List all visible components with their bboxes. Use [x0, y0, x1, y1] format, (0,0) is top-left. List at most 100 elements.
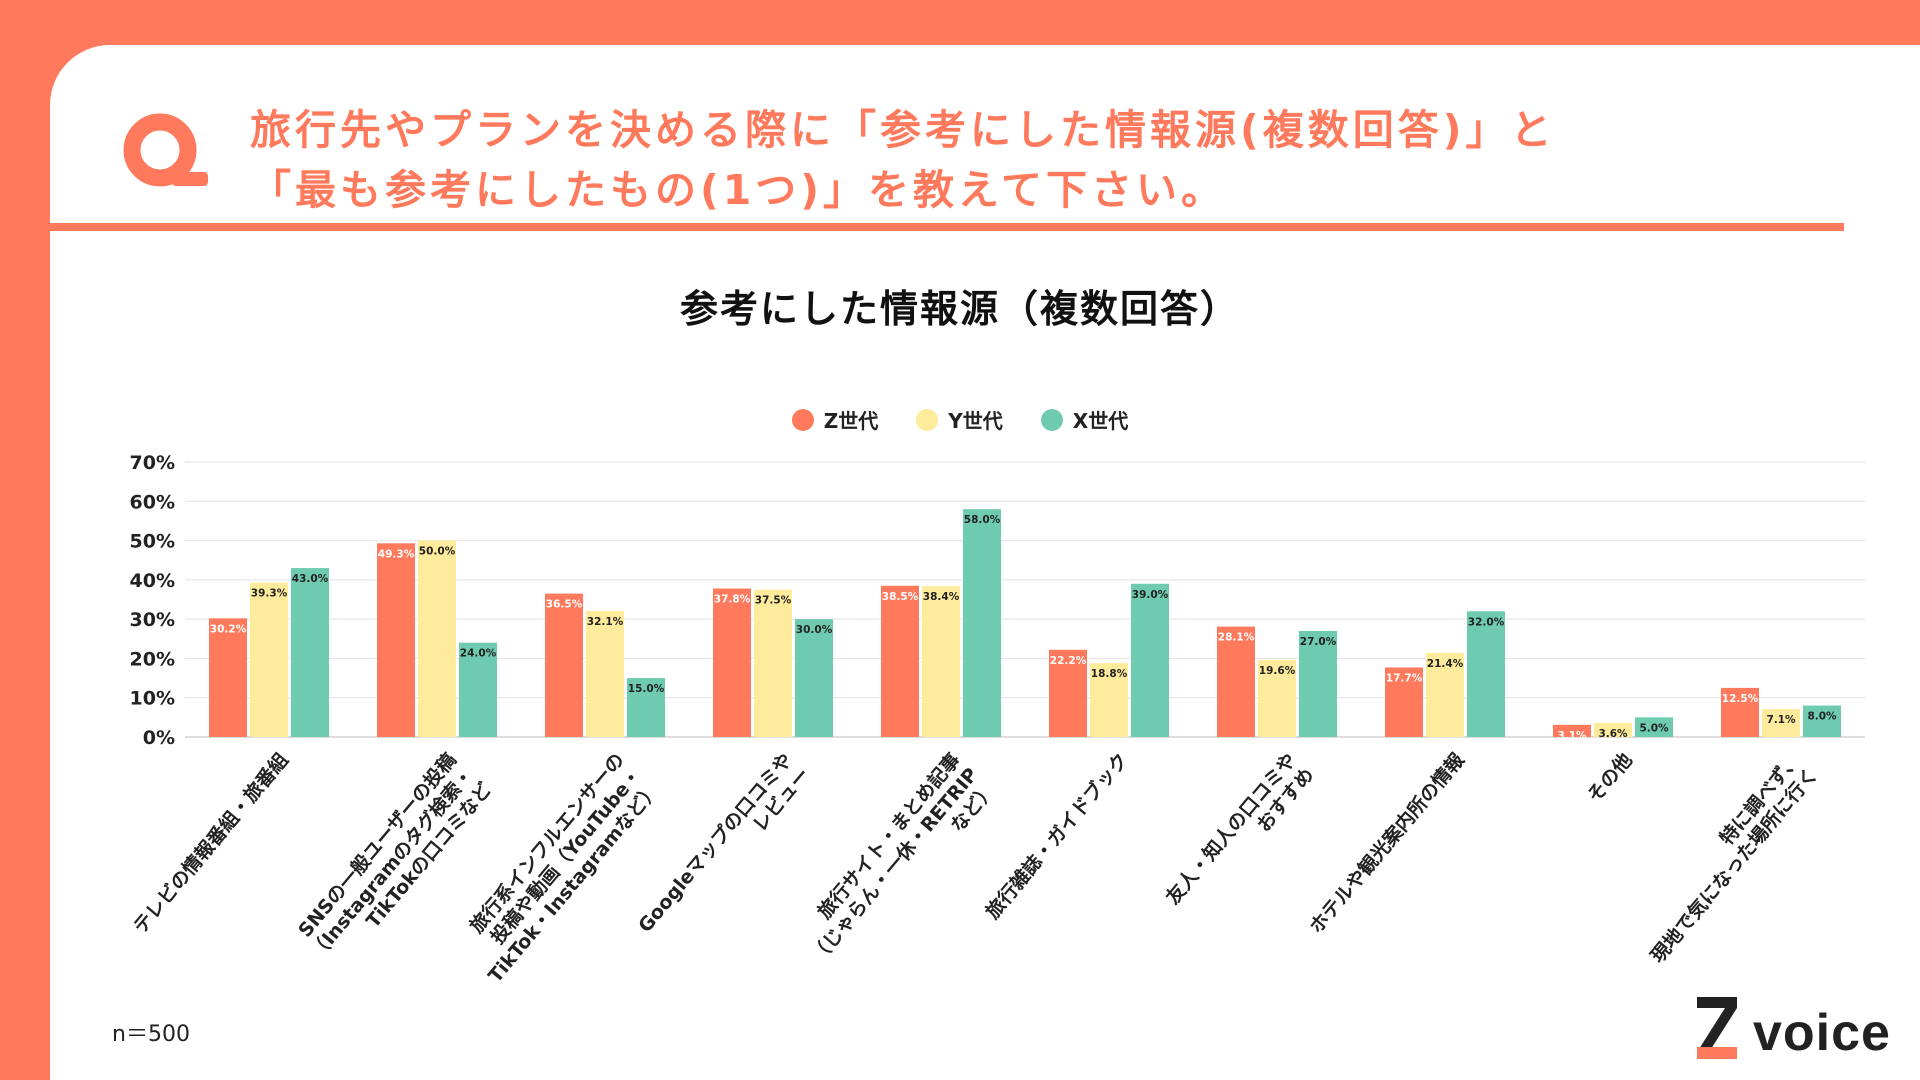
bar-x [1803, 705, 1841, 737]
bar-x [1467, 611, 1505, 737]
y-tick-label: 0% [143, 727, 175, 749]
data-label: 58.0% [964, 514, 1001, 526]
data-label: 50.0% [419, 546, 456, 558]
data-label: 28.1% [1218, 632, 1255, 644]
brand-z-icon [1697, 997, 1737, 1059]
q-logo-icon [123, 113, 208, 187]
x-category-label: 特に調べず、現地で気になった場所に行く [1646, 748, 1822, 967]
data-label: 15.0% [628, 683, 665, 695]
x-tick-label: ホテルや観光案内所の情報 [1305, 748, 1470, 938]
legend-dot-z [791, 408, 814, 431]
y-tick-label: 50% [130, 531, 175, 553]
x-category-label: 旅行雑誌・ガイドブック [981, 748, 1133, 923]
bar-x [1635, 717, 1673, 737]
legend-label-x: X世代 [1072, 409, 1129, 433]
x-category-label: ホテルや観光案内所の情報 [1305, 748, 1470, 938]
legend-dot-y [916, 408, 939, 431]
data-label: 12.5% [1722, 693, 1759, 705]
data-label: 8.0% [1807, 711, 1837, 723]
data-label: 17.7% [1386, 672, 1423, 684]
y-tick-label: 20% [130, 648, 175, 670]
data-label: 30.2% [210, 623, 247, 635]
y-tick-label: 60% [130, 491, 175, 513]
x-tick-label: その他 [1583, 748, 1637, 806]
data-label: 32.1% [587, 616, 624, 628]
data-label: 5.0% [1639, 722, 1669, 734]
data-label: 3.6% [1598, 728, 1628, 740]
question-line-2: 「最も参考にしたもの(1つ)」を教えて下さい。 [250, 166, 1226, 214]
data-label: 24.0% [460, 648, 497, 660]
data-label: 19.6% [1259, 665, 1296, 677]
data-label: 22.2% [1050, 655, 1087, 667]
x-category-label: その他 [1583, 748, 1637, 806]
data-label: 43.0% [292, 573, 329, 585]
bar-x [291, 568, 329, 737]
data-label: 32.0% [1468, 616, 1505, 628]
sample-size: n＝500 [112, 1022, 190, 1047]
bar-z [1049, 649, 1087, 737]
bar-x [963, 509, 1001, 737]
bar-y [1090, 663, 1128, 737]
bar-y [754, 589, 792, 737]
legend-dot-x [1040, 408, 1063, 431]
x-tick-label: 旅行サイト・まとめ記事 [813, 748, 965, 923]
data-label: 39.0% [1132, 589, 1169, 601]
x-tick-label: Googleマップの口コミや [633, 748, 796, 936]
bar-y [1594, 722, 1632, 737]
y-tick-label: 40% [130, 570, 175, 592]
bar-x [1299, 630, 1337, 737]
bar-z [1721, 687, 1759, 737]
legend-label-y: Y世代 [948, 409, 1003, 433]
bar-y [586, 610, 624, 737]
bar-y [922, 586, 960, 737]
bar-x [627, 678, 665, 737]
bar-y [250, 582, 288, 737]
data-label: 38.5% [882, 591, 919, 603]
bar-z [209, 618, 247, 737]
y-tick-label: 30% [130, 609, 175, 631]
bar-y [1258, 660, 1296, 737]
legend-item-y: Y世代 [916, 405, 1003, 434]
data-label: 36.5% [546, 599, 583, 611]
x-category-label: SNSの一般ユーザーの投稿（Instagramのタグ検索・TikTokの口コミな… [294, 748, 497, 963]
data-label: 37.8% [714, 594, 751, 606]
bar-x [795, 619, 833, 737]
brand-name: voice [1753, 1004, 1891, 1062]
x-tick-label: 友人・知人の口コミや [1161, 748, 1301, 908]
chart-title: 参考にした情報源（複数回答） [679, 287, 1240, 331]
legend-item-z: Z世代 [791, 405, 879, 434]
header-divider [50, 223, 1844, 231]
survey-question: 旅行先やプランを決める際に「参考にした情報源(複数回答)」と 「最も参考にしたも… [250, 100, 1850, 220]
question-line-1: 旅行先やプランを決める際に「参考にした情報源(複数回答)」と [250, 106, 1556, 154]
bar-z [545, 593, 583, 737]
bar-y [1762, 709, 1800, 737]
bar-y [1426, 652, 1464, 737]
y-tick-label: 10% [130, 688, 175, 710]
x-tick-label: 現地で気になった場所に行く [1646, 763, 1822, 967]
bar-x [1131, 583, 1169, 737]
legend-label-z: Z世代 [823, 409, 879, 433]
bar-x [459, 642, 497, 737]
data-label: 27.0% [1300, 636, 1337, 648]
bar-z [1385, 667, 1423, 737]
data-label: 18.8% [1091, 668, 1128, 680]
y-tick-label: 70% [130, 452, 175, 474]
brand-logo: voice [1695, 995, 1915, 1065]
x-tick-label: テレビの情報番組・旅番組 [129, 748, 293, 937]
data-label: 39.3% [251, 588, 288, 600]
x-tick-label: （Instagramのタグ検索・ [305, 763, 478, 963]
legend-item-x: X世代 [1040, 405, 1129, 434]
data-label: 21.4% [1427, 658, 1464, 670]
data-label: 30.0% [796, 624, 833, 636]
data-label: 7.1% [1766, 714, 1796, 726]
data-label: 38.4% [923, 591, 960, 603]
data-label: 3.1% [1557, 730, 1587, 742]
x-tick-label: （じゃらん・一休・RETRIP [806, 763, 983, 967]
bar-z [881, 585, 919, 737]
x-category-label: テレビの情報番組・旅番組 [129, 748, 293, 937]
chart-legend: Z世代 Y世代 X世代 [0, 405, 1920, 434]
